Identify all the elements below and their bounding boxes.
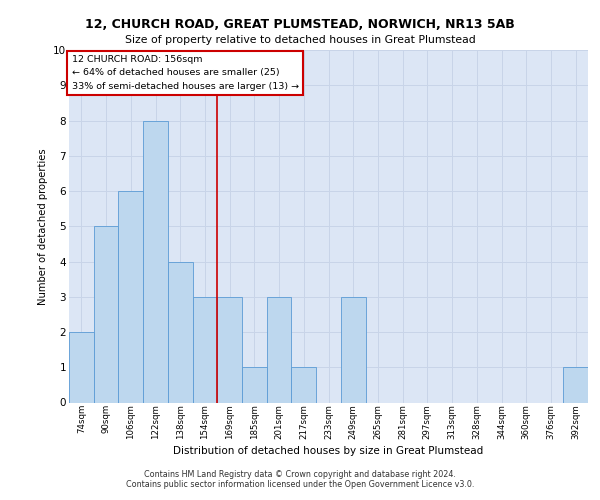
Bar	[69, 332, 94, 402]
Text: Contains public sector information licensed under the Open Government Licence v3: Contains public sector information licen…	[126, 480, 474, 489]
Bar	[341, 297, 365, 403]
Bar	[94, 226, 118, 402]
Bar	[267, 297, 292, 403]
Text: 12 CHURCH ROAD: 156sqm
← 64% of detached houses are smaller (25)
33% of semi-det: 12 CHURCH ROAD: 156sqm ← 64% of detached…	[71, 56, 299, 90]
Bar	[168, 262, 193, 402]
X-axis label: Distribution of detached houses by size in Great Plumstead: Distribution of detached houses by size …	[173, 446, 484, 456]
Bar	[563, 367, 588, 402]
Y-axis label: Number of detached properties: Number of detached properties	[38, 148, 47, 304]
Text: 12, CHURCH ROAD, GREAT PLUMSTEAD, NORWICH, NR13 5AB: 12, CHURCH ROAD, GREAT PLUMSTEAD, NORWIC…	[85, 18, 515, 30]
Bar	[143, 120, 168, 402]
Bar	[242, 367, 267, 402]
Bar	[118, 191, 143, 402]
Bar	[217, 297, 242, 403]
Bar	[292, 367, 316, 402]
Text: Contains HM Land Registry data © Crown copyright and database right 2024.: Contains HM Land Registry data © Crown c…	[144, 470, 456, 479]
Text: Size of property relative to detached houses in Great Plumstead: Size of property relative to detached ho…	[125, 35, 475, 45]
Bar	[193, 297, 217, 403]
